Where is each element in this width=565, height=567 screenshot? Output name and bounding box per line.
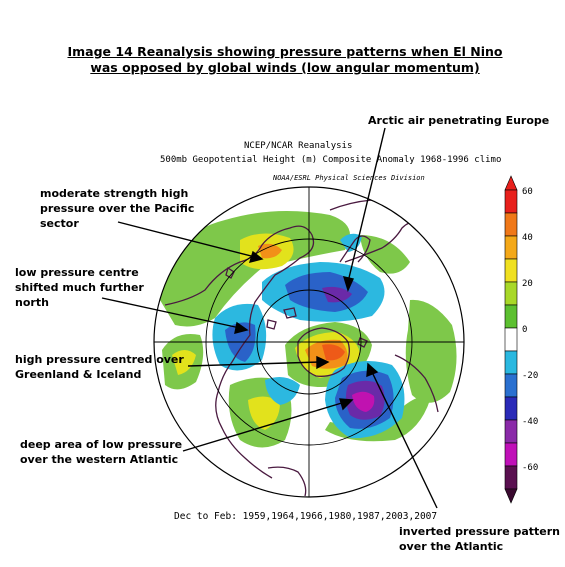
islands-2 (266, 319, 277, 330)
south-low (265, 376, 300, 405)
colorbar-tick-label: 0 (522, 325, 527, 335)
map-source-label: NCEP/NCAR Reanalysis (244, 141, 353, 151)
scandinavia-coast (339, 235, 371, 263)
composite-years-label: Dec to Feb: 1959,1964,1966,1980,1987,200… (174, 511, 438, 522)
annotation-pacific-high-line-3: sector (40, 217, 79, 230)
arrow-atlantic-low-head (339, 398, 354, 411)
annotation-pacific-high: moderate strength high pressure over the… (40, 186, 194, 231)
colorbar-segment (504, 304, 518, 329)
colorbar-segment (504, 419, 518, 444)
colorbar-segment (504, 212, 518, 237)
colorbar-segment (504, 189, 518, 214)
colorbar-tick-label: -40 (522, 417, 538, 427)
northeast-high (360, 235, 410, 274)
title-line-1: Image 14 Reanalysis showing pressure pat… (67, 44, 503, 59)
annotation-atlantic-low: deep area of low pressure over the weste… (20, 437, 182, 467)
arrow-low-north (101, 297, 241, 329)
south-america-coast (267, 466, 307, 497)
grid-circle-outer (205, 238, 413, 446)
colorbar-segment (504, 258, 518, 283)
annotation-atlantic-low-line-1: deep area of low pressure (20, 438, 183, 451)
map-credit-label: NOAA/ESRL Physical Sciences Division (273, 174, 425, 182)
colorbar-tick-label: 60 (522, 187, 533, 197)
annotation-low-north-line-1: low pressure centre (15, 266, 139, 279)
west-high-core (172, 350, 196, 375)
colorbar-segment (504, 396, 518, 421)
page-title: Image 14 Reanalysis showing pressure pat… (40, 44, 530, 76)
south-high-core (248, 396, 280, 430)
arrow-greenland (187, 361, 321, 367)
arrow-pacific-head (248, 250, 264, 263)
pacific-high-region (160, 211, 350, 327)
arrow-arctic (347, 127, 386, 283)
colorbar-top-cap (504, 175, 518, 191)
map-variable-label: 500mb Geopotential Height (m) Composite … (160, 155, 502, 165)
east-high (405, 299, 457, 403)
annotation-atlantic-low-line-2: over the western Atlantic (20, 453, 179, 466)
annotation-low-north-line-2: shifted much further (15, 281, 144, 294)
globe-outline (153, 186, 465, 498)
arctic-low-max (322, 286, 352, 303)
africa-coast (394, 354, 439, 413)
colorbar-tick-label: -20 (522, 371, 538, 381)
colorbar-segment (504, 235, 518, 260)
atlantic-low-max (352, 391, 375, 412)
arrow-inverted-head (366, 362, 379, 378)
annotation-low-north-line-3: north (15, 296, 49, 309)
islands-1 (225, 266, 235, 279)
colorbar-segment (504, 442, 518, 467)
colorbar-tick-label: -60 (522, 463, 538, 473)
greenland-high-max (322, 344, 345, 361)
annotation-greenland-high-line-1: high pressure centred over (15, 353, 184, 366)
annotation-pacific-high-line-1: moderate strength high (40, 187, 189, 200)
annotation-inverted: inverted pressure pattern over the Atlan… (399, 524, 560, 554)
arrow-greenland-head (316, 355, 330, 370)
colorbar-bottom-cap (504, 488, 518, 504)
annotation-greenland-high: high pressure centred over Greenland & I… (15, 352, 184, 382)
colorbar-segment (504, 281, 518, 306)
colorbar-segment (504, 327, 518, 352)
colorbar: 60 40 20 0 -20 -40 -60 (504, 175, 538, 504)
arrow-arctic-head (342, 276, 354, 292)
annotation-arctic: Arctic air penetrating Europe (368, 114, 550, 127)
graticule (154, 187, 464, 497)
annotation-pacific-high-line-2: pressure over the Pacific (40, 202, 195, 215)
annotation-inverted-line-2: over the Atlantic (399, 540, 504, 553)
colorbar-tick-label: 20 (522, 279, 533, 289)
arrow-low-north-head (234, 321, 249, 334)
annotation-inverted-line-1: inverted pressure pattern (399, 525, 561, 538)
colorbar-segment (504, 465, 518, 490)
grid-circle-inner (256, 289, 362, 395)
pacific-high-max (258, 243, 282, 259)
annotation-low-north: low pressure centre shifted much further… (15, 265, 144, 310)
arrow-inverted (371, 371, 438, 509)
islands-3 (283, 307, 297, 319)
annotation-arrows (101, 127, 438, 509)
colorbar-segment (504, 350, 518, 375)
colorbar-segment (504, 373, 518, 398)
greenland-coast (297, 327, 350, 377)
arrow-pacific (117, 221, 256, 258)
colorbar-tick-label: 40 (522, 233, 533, 243)
arrow-atlantic-low (182, 401, 346, 452)
title-line-2: was opposed by global winds (low angular… (90, 60, 480, 75)
annotation-greenland-high-line-2: Greenland & Iceland (15, 368, 142, 381)
